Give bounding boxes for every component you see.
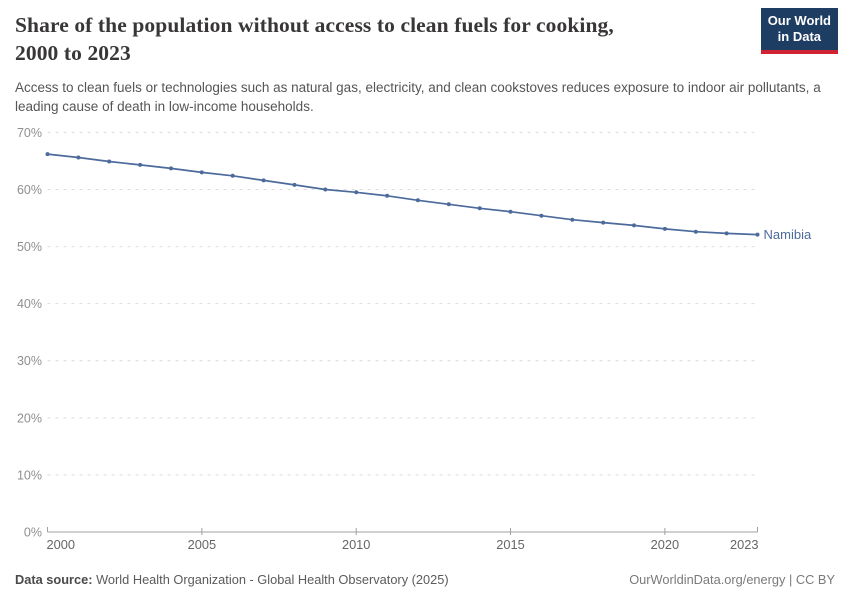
x-axis-tick-label: 2023 xyxy=(730,537,758,552)
data-point[interactable] xyxy=(662,226,667,231)
series-end-label[interactable]: Namibia xyxy=(764,227,812,242)
data-point[interactable] xyxy=(477,206,482,211)
data-point[interactable] xyxy=(199,170,204,175)
license-note: OurWorldinData.org/energy | CC BY xyxy=(629,572,835,587)
y-axis-tick-label: 30% xyxy=(17,354,42,368)
y-axis-tick-label: 0% xyxy=(24,526,42,540)
y-axis-tick-label: 40% xyxy=(17,297,42,311)
chart-header: Share of the population without access t… xyxy=(15,8,838,117)
series-line[interactable] xyxy=(46,153,759,236)
x-axis-tick-label: 2020 xyxy=(651,537,679,552)
data-point[interactable] xyxy=(693,229,698,234)
chart-footer: Data source: World Health Organization -… xyxy=(15,572,835,587)
logo-line-1: Our World xyxy=(767,13,831,28)
data-point[interactable] xyxy=(385,193,390,198)
data-point[interactable] xyxy=(45,152,50,157)
logo-line-2: in Data xyxy=(777,29,822,45)
data-point[interactable] xyxy=(570,217,575,222)
data-point[interactable] xyxy=(169,166,173,171)
data-point[interactable] xyxy=(539,213,544,218)
data-point[interactable] xyxy=(415,198,420,203)
y-axis-tick-label: 50% xyxy=(17,240,42,254)
data-point[interactable] xyxy=(724,231,729,236)
title-line-2: 2000 to 2023 xyxy=(15,40,131,65)
x-axis-tick-label: 2005 xyxy=(188,537,216,552)
y-axis-tick-label: 20% xyxy=(17,411,42,425)
y-axis-tick-label: 60% xyxy=(17,183,42,197)
x-axis-tick-label: 2010 xyxy=(342,537,370,552)
data-point[interactable] xyxy=(446,202,451,207)
data-point[interactable] xyxy=(261,178,266,183)
data-point[interactable] xyxy=(601,220,606,225)
data-point[interactable] xyxy=(292,182,297,187)
data-point[interactable] xyxy=(230,173,235,178)
data-source-text: World Health Organization - Global Healt… xyxy=(92,572,449,587)
data-point[interactable] xyxy=(323,187,328,192)
data-point[interactable] xyxy=(508,209,513,214)
x-axis-tick-label: 2015 xyxy=(496,537,524,552)
title-line-1: Share of the population without access t… xyxy=(15,13,614,37)
data-point[interactable] xyxy=(755,232,760,237)
data-point[interactable] xyxy=(354,190,359,195)
owid-logo: Our World in Data xyxy=(760,8,838,54)
page-title: Share of the population without access t… xyxy=(15,12,835,68)
data-source-note: Data source: World Health Organization -… xyxy=(15,572,449,587)
data-point[interactable] xyxy=(138,162,143,167)
data-point[interactable] xyxy=(76,155,81,160)
y-axis-tick-label: 10% xyxy=(17,468,42,482)
y-axis-tick-label: 70% xyxy=(17,126,42,140)
data-point[interactable] xyxy=(107,159,112,164)
data-point[interactable] xyxy=(632,223,636,228)
data-source-label: Data source: xyxy=(15,572,93,587)
x-axis-tick-label: 2000 xyxy=(47,537,75,552)
chart-subtitle: Access to clean fuels or technologies su… xyxy=(15,79,821,115)
